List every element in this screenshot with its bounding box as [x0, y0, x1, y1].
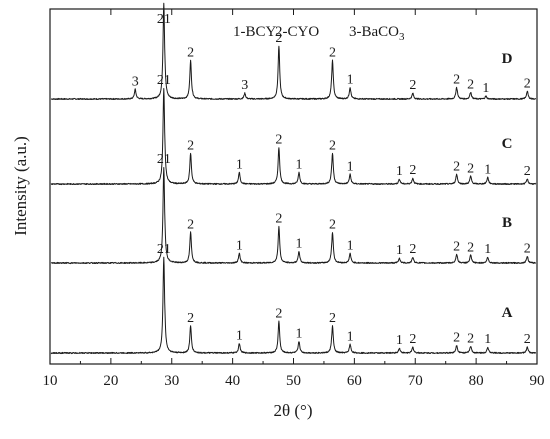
peak-label-b-8: 2 — [409, 242, 416, 257]
peak-label-d-10: 1 — [482, 81, 489, 96]
legend-entry-baco3-main: 3-BaCO — [349, 24, 399, 40]
pattern-label-b: B — [502, 215, 512, 231]
peak-label-c-3: 2 — [275, 133, 282, 148]
peak-label-c-9: 2 — [453, 159, 460, 174]
peak-label-c-8: 2 — [409, 163, 416, 178]
x-tick-label-40: 40 — [225, 373, 240, 389]
peak-label-c-11: 1 — [484, 162, 491, 177]
peak-label-a-2: 1 — [236, 328, 243, 343]
peak-label-b-4: 1 — [295, 236, 302, 251]
diffraction-patterns — [50, 2, 537, 355]
peak-label-a-6: 1 — [347, 329, 354, 344]
peak-label-d-6: 1 — [347, 72, 354, 87]
peak-label-b-3: 2 — [275, 212, 282, 227]
peak-label-c-0: 21 — [157, 73, 171, 88]
peak-label-b-10: 2 — [467, 240, 474, 255]
pattern-d-line — [51, 2, 537, 100]
peak-label-a-0: 21 — [157, 242, 171, 257]
x-tick-label-70: 70 — [408, 373, 423, 389]
x-tick-label-30: 30 — [164, 373, 179, 389]
x-tick-label-10: 10 — [43, 373, 58, 389]
x-tick-label-50: 50 — [286, 373, 301, 389]
peak-label-b-12: 2 — [524, 241, 531, 256]
peak-label-b-9: 2 — [453, 239, 460, 254]
peak-label-b-7: 1 — [396, 243, 403, 258]
peak-label-d-4: 2 — [275, 31, 282, 46]
peak-label-a-4: 1 — [295, 326, 302, 341]
peak-label-c-6: 1 — [347, 159, 354, 174]
peak-label-d-0: 3 — [132, 74, 139, 89]
peak-label-a-3: 2 — [275, 306, 282, 321]
pattern-a-line — [50, 256, 537, 355]
legend-entry-baco3-subscript: 3 — [399, 31, 405, 43]
legend-entry-cyo: 2-CYO — [275, 24, 319, 40]
peak-label-d-7: 2 — [409, 78, 416, 93]
legend-entry-bcy: 1-BCY — [233, 24, 277, 40]
plot-frame — [49, 8, 538, 365]
pattern-label-a: A — [502, 305, 513, 321]
pattern-label-c: C — [502, 136, 513, 152]
pattern-label-d: D — [502, 51, 513, 67]
peak-label-a-10: 2 — [467, 331, 474, 346]
pattern-c-line — [50, 88, 537, 186]
peak-label-d-2: 2 — [187, 46, 194, 61]
peak-label-c-5: 2 — [329, 138, 336, 153]
peak-label-c-10: 2 — [467, 161, 474, 176]
peak-label-a-7: 1 — [396, 333, 403, 348]
pattern-b-line — [50, 167, 536, 265]
peak-label-d-8: 2 — [453, 72, 460, 87]
peak-label-d-5: 2 — [329, 46, 336, 61]
x-axis-ticks: 10 20 30 40 50 60 70 80 90 — [43, 9, 545, 389]
peak-label-c-4: 1 — [295, 157, 302, 172]
y-axis-label: Intensity (a.u.) — [11, 136, 30, 236]
peak-label-a-12: 2 — [524, 332, 531, 347]
peak-label-b-6: 1 — [347, 238, 354, 253]
peak-label-d-11: 2 — [524, 76, 531, 91]
x-tick-label-20: 20 — [103, 373, 118, 389]
peak-label-d-1: 21 — [157, 12, 171, 27]
x-axis-label: 2θ (°) — [273, 401, 312, 420]
peak-label-a-8: 2 — [409, 332, 416, 347]
peak-label-b-0: 21 — [157, 152, 171, 167]
x-tick-label-60: 60 — [347, 373, 362, 389]
peak-label-b-11: 1 — [484, 242, 491, 257]
legend-entry-baco3: 3-BaCO3 — [349, 24, 405, 43]
peak-label-a-1: 2 — [187, 311, 194, 326]
peak-label-d-9: 2 — [467, 77, 474, 92]
peak-label-c-7: 1 — [396, 164, 403, 179]
x-tick-label-90: 90 — [530, 373, 545, 389]
peak-label-a-5: 2 — [329, 311, 336, 326]
peak-label-d-3: 3 — [241, 78, 248, 93]
peak-label-b-2: 1 — [236, 238, 243, 253]
peak-label-c-12: 2 — [524, 164, 531, 179]
peak-label-a-9: 2 — [453, 330, 460, 345]
x-tick-label-80: 80 — [469, 373, 484, 389]
peak-label-c-2: 1 — [236, 157, 243, 172]
peak-label-b-1: 2 — [187, 217, 194, 232]
peak-label-c-1: 2 — [187, 138, 194, 153]
pattern-labels: D C B A — [502, 51, 513, 321]
peak-label-b-5: 2 — [329, 217, 336, 232]
peak-label-a-11: 1 — [484, 332, 491, 347]
